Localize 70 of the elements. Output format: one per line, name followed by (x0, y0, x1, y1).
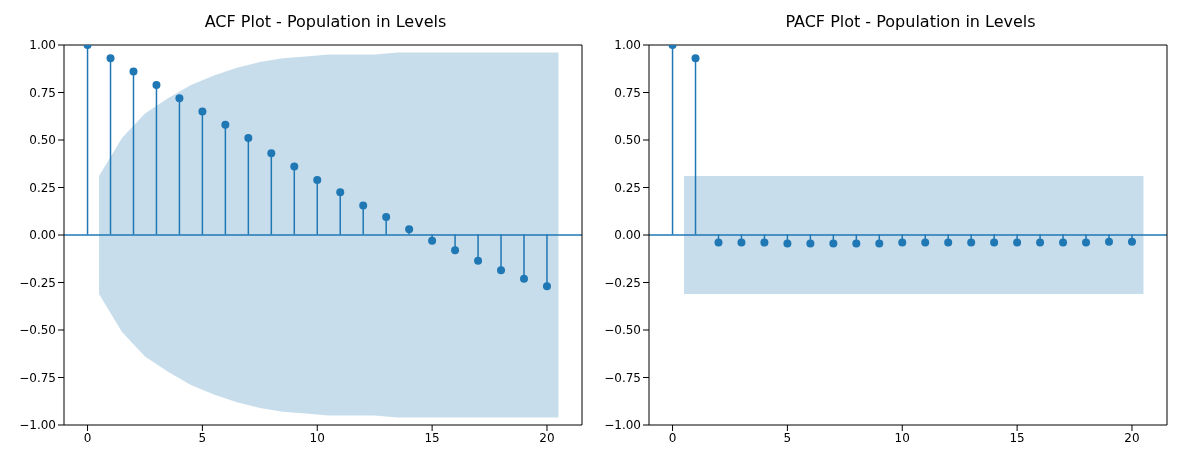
point (691, 54, 700, 63)
point (829, 239, 838, 248)
y-tick-label: 0.25 (614, 180, 641, 195)
point (1059, 238, 1068, 247)
y-tick-label: 0.75 (614, 85, 641, 100)
x-tick-label: 20 (1124, 430, 1140, 445)
point (542, 282, 551, 291)
point (313, 175, 322, 184)
point (359, 201, 368, 210)
y-tick-label: −0.50 (604, 323, 641, 338)
x-tick-label: 15 (1009, 430, 1025, 445)
point (1105, 237, 1113, 246)
x-tick-label: 0 (668, 430, 677, 445)
y-tick-label: −0.75 (19, 370, 56, 385)
x-tick-label: 5 (198, 430, 207, 445)
point (221, 120, 230, 129)
point (921, 238, 930, 247)
point (783, 239, 792, 248)
point (244, 134, 253, 143)
point (898, 238, 907, 247)
point (520, 274, 528, 283)
point (875, 239, 884, 248)
x-tick-label: 15 (424, 430, 440, 445)
point (336, 188, 345, 197)
y-tick-label: 0.75 (29, 85, 56, 100)
point (990, 238, 999, 247)
point (497, 266, 506, 275)
x-tick-label: 10 (309, 430, 325, 445)
y-tick-label: −0.25 (604, 275, 641, 290)
point (944, 238, 953, 247)
y-tick-label: 0.00 (614, 228, 641, 243)
point (267, 149, 276, 158)
point (714, 238, 723, 247)
point (382, 212, 391, 221)
point (1127, 237, 1136, 246)
point (852, 239, 861, 248)
point (1013, 238, 1022, 247)
x-tick-label: 5 (783, 430, 792, 445)
x-tick-label: 0 (83, 430, 92, 445)
y-tick-label: −0.75 (604, 370, 641, 385)
y-tick-label: 1.00 (614, 38, 641, 53)
point (175, 94, 184, 103)
point (1036, 238, 1045, 247)
point (806, 239, 815, 248)
point (198, 107, 207, 116)
point (760, 238, 769, 247)
point (106, 54, 115, 63)
point (129, 67, 138, 76)
point (152, 80, 161, 89)
point (428, 236, 437, 245)
y-tick-label: 0.50 (29, 133, 56, 148)
y-tick-label: 0.00 (29, 228, 56, 243)
y-tick-label: −1.00 (604, 418, 641, 433)
point (451, 246, 460, 255)
y-tick-label: −0.25 (19, 275, 56, 290)
point (474, 256, 483, 265)
chart-title: ACF Plot - Population in Levels (203, 11, 448, 33)
y-tick-label: 1.00 (29, 38, 56, 53)
point (967, 238, 976, 247)
point (1082, 238, 1091, 247)
x-tick-label: 10 (894, 430, 910, 445)
chart-title: PACF Plot - Population in Levels (784, 11, 1037, 33)
x-tick-label: 20 (539, 430, 555, 445)
point (737, 238, 746, 247)
y-tick-label: 0.50 (614, 133, 641, 148)
y-tick-label: 0.25 (29, 180, 56, 195)
y-tick-label: −0.50 (19, 323, 56, 338)
y-tick-label: −1.00 (19, 418, 56, 433)
point (405, 225, 414, 234)
point (290, 162, 299, 171)
